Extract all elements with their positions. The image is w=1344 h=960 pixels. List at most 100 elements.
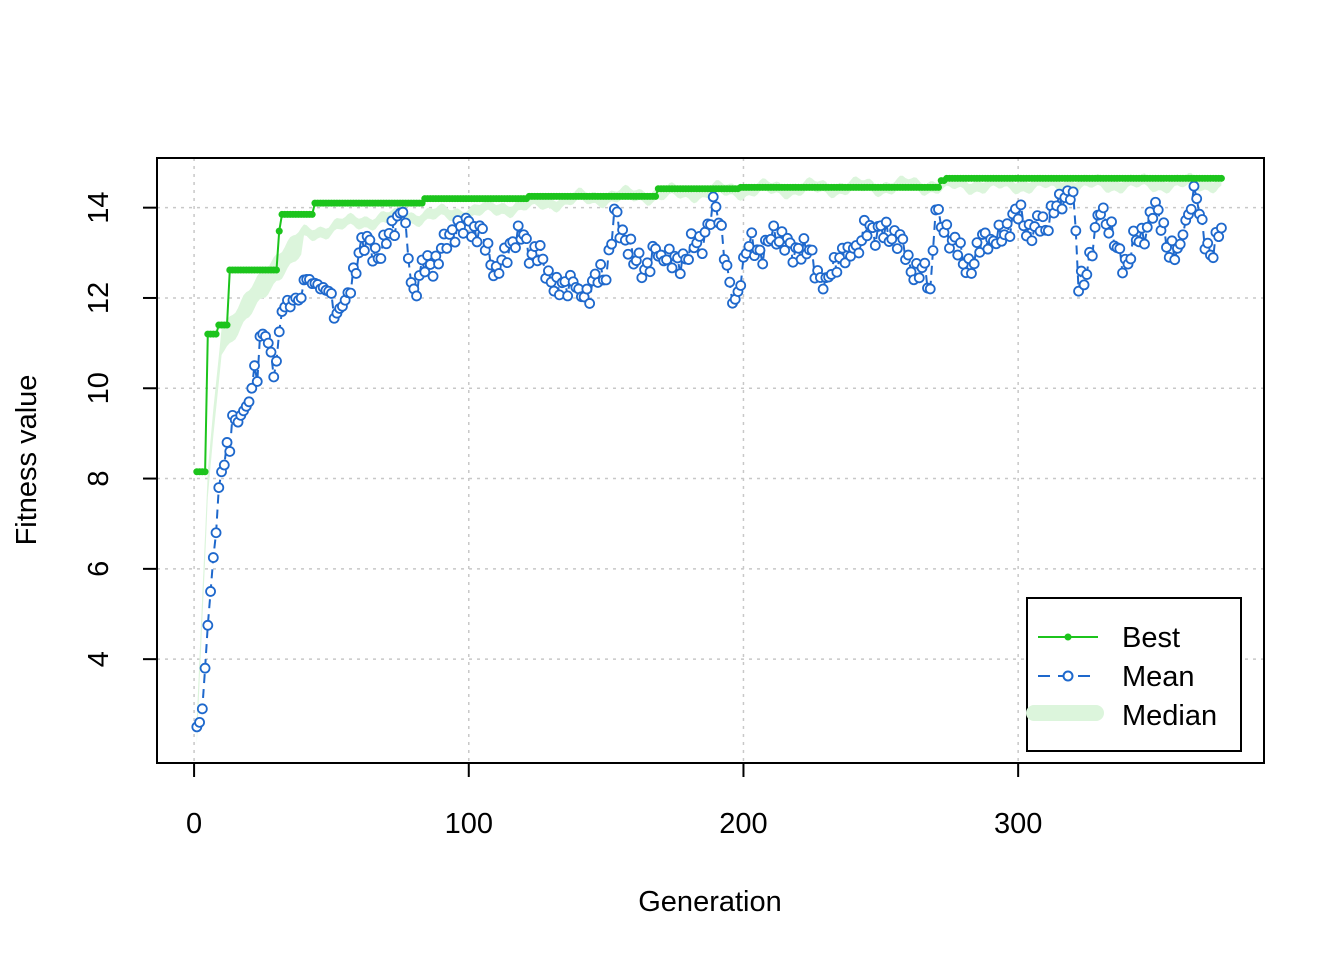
mean-point bbox=[966, 268, 977, 279]
mean-point bbox=[666, 262, 678, 274]
mean-point bbox=[397, 206, 409, 218]
mean-point bbox=[1125, 253, 1137, 265]
mean-point bbox=[724, 276, 736, 288]
mean-point bbox=[891, 243, 903, 255]
best-point bbox=[1217, 174, 1225, 182]
mean-point bbox=[1158, 217, 1170, 229]
mean-point bbox=[350, 268, 362, 279]
mean-point bbox=[861, 230, 873, 242]
legend: Best Mean Median bbox=[1026, 597, 1242, 752]
mean-point bbox=[1174, 238, 1186, 250]
mean-point bbox=[202, 619, 214, 631]
mean-point bbox=[364, 234, 376, 246]
mean-point bbox=[1207, 252, 1219, 264]
mean-point bbox=[1086, 250, 1098, 262]
mean-point bbox=[735, 280, 747, 291]
y-tick-label: 10 bbox=[83, 372, 115, 404]
best-point bbox=[272, 266, 280, 274]
mean-point bbox=[1141, 221, 1153, 233]
mean-point bbox=[707, 191, 719, 203]
mean-point bbox=[683, 254, 694, 265]
mean-point bbox=[754, 244, 766, 256]
mean-point bbox=[268, 371, 280, 383]
mean-point bbox=[757, 258, 769, 270]
mean-point bbox=[611, 206, 623, 218]
mean-point bbox=[1213, 231, 1225, 243]
mean-point bbox=[402, 253, 414, 264]
mean-point bbox=[1001, 218, 1013, 230]
mean-point bbox=[1147, 212, 1159, 224]
mean-point bbox=[1097, 202, 1109, 214]
mean-point bbox=[534, 240, 546, 251]
mean-point bbox=[521, 233, 532, 245]
y-tick-label: 4 bbox=[83, 651, 115, 667]
mean-point bbox=[213, 482, 225, 493]
legend-best-marker bbox=[1064, 633, 1072, 641]
mean-point bbox=[1114, 243, 1126, 255]
mean-point bbox=[952, 249, 964, 261]
y-tick-label: 6 bbox=[83, 561, 115, 577]
mean-point bbox=[1188, 180, 1200, 192]
mean-point bbox=[537, 253, 549, 265]
mean-point bbox=[262, 337, 274, 349]
mean-point bbox=[924, 283, 936, 295]
axes: 0 100 200 300 4 6 8 10 12 14 bbox=[83, 157, 1265, 840]
x-tick-label: 100 bbox=[445, 808, 493, 840]
mean-series bbox=[191, 180, 1227, 733]
mean-point bbox=[933, 203, 944, 215]
mean-point bbox=[205, 586, 216, 597]
mean-point bbox=[380, 238, 392, 250]
mean-point bbox=[400, 217, 411, 229]
mean-point bbox=[716, 219, 727, 231]
x-tick-label: 300 bbox=[994, 808, 1042, 840]
mean-point bbox=[562, 290, 574, 302]
mean-point bbox=[249, 360, 260, 372]
mean-point bbox=[207, 552, 219, 563]
y-tick-label: 8 bbox=[83, 470, 115, 486]
mean-point bbox=[1012, 213, 1024, 225]
mean-point bbox=[600, 274, 612, 286]
y-axis-label: Fitness value bbox=[11, 375, 43, 546]
mean-point bbox=[419, 266, 431, 278]
mean-point bbox=[273, 326, 285, 338]
mean-point bbox=[1196, 214, 1208, 225]
mean-point bbox=[768, 220, 780, 232]
best-point bbox=[652, 192, 660, 200]
mean-point bbox=[1015, 199, 1027, 211]
mean-point bbox=[880, 216, 892, 228]
mean-point bbox=[543, 265, 554, 277]
mean-point bbox=[710, 201, 722, 213]
mean-point bbox=[798, 233, 810, 244]
mean-point bbox=[510, 242, 521, 254]
best-series bbox=[193, 174, 1225, 476]
mean-point bbox=[606, 238, 618, 250]
mean-point bbox=[902, 249, 914, 261]
best-point bbox=[308, 210, 316, 218]
mean-point bbox=[674, 268, 686, 280]
mean-point bbox=[246, 382, 258, 394]
mean-point bbox=[839, 257, 851, 269]
mean-point bbox=[1067, 186, 1079, 198]
mean-point bbox=[224, 446, 236, 457]
mean-point bbox=[194, 716, 205, 728]
mean-point bbox=[971, 237, 983, 249]
legend-box bbox=[1026, 597, 1242, 752]
mean-point bbox=[210, 527, 222, 539]
mean-point bbox=[358, 245, 370, 256]
mean-point bbox=[663, 243, 675, 255]
x-tick-label: 200 bbox=[719, 808, 767, 840]
mean-point bbox=[897, 233, 909, 245]
mean-point bbox=[375, 253, 387, 264]
mean-point bbox=[1026, 235, 1038, 247]
mean-point bbox=[1185, 203, 1197, 215]
mean-point bbox=[625, 233, 637, 245]
mean-point bbox=[853, 247, 865, 259]
mean-point bbox=[477, 223, 488, 235]
best-point bbox=[934, 183, 942, 191]
y-tick-label: 14 bbox=[83, 192, 115, 224]
mean-point bbox=[595, 259, 607, 270]
mean-point bbox=[271, 355, 282, 367]
mean-point bbox=[326, 288, 337, 299]
mean-point bbox=[1177, 229, 1189, 241]
